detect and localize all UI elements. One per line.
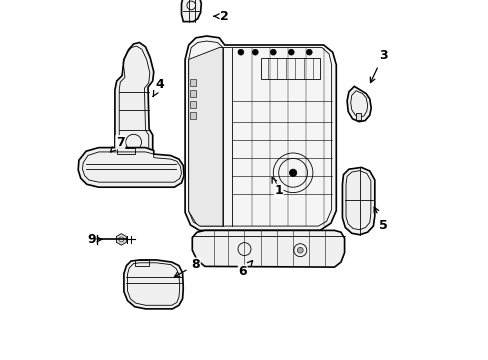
Polygon shape (189, 112, 196, 119)
Text: 3: 3 (369, 49, 386, 82)
Polygon shape (189, 79, 196, 86)
Text: 2: 2 (214, 10, 228, 23)
Circle shape (252, 49, 258, 55)
Polygon shape (181, 0, 201, 22)
Polygon shape (189, 101, 196, 108)
Circle shape (289, 169, 296, 176)
Polygon shape (78, 148, 183, 187)
Polygon shape (123, 260, 183, 309)
Polygon shape (116, 234, 126, 245)
Text: 7: 7 (110, 136, 124, 152)
Circle shape (238, 49, 244, 55)
Text: 5: 5 (373, 207, 386, 231)
Text: 6: 6 (238, 261, 252, 278)
Polygon shape (188, 48, 223, 226)
Text: 1: 1 (271, 177, 283, 197)
Circle shape (270, 49, 276, 55)
Circle shape (297, 247, 303, 253)
Polygon shape (189, 90, 196, 97)
Text: 4: 4 (153, 78, 164, 96)
Polygon shape (192, 230, 344, 267)
Circle shape (288, 49, 294, 55)
Text: 8: 8 (174, 258, 200, 277)
Text: 9: 9 (87, 233, 102, 246)
Polygon shape (115, 42, 153, 166)
Polygon shape (342, 167, 374, 235)
Polygon shape (185, 36, 336, 230)
Polygon shape (346, 86, 370, 122)
Circle shape (306, 49, 311, 55)
Polygon shape (355, 113, 361, 120)
